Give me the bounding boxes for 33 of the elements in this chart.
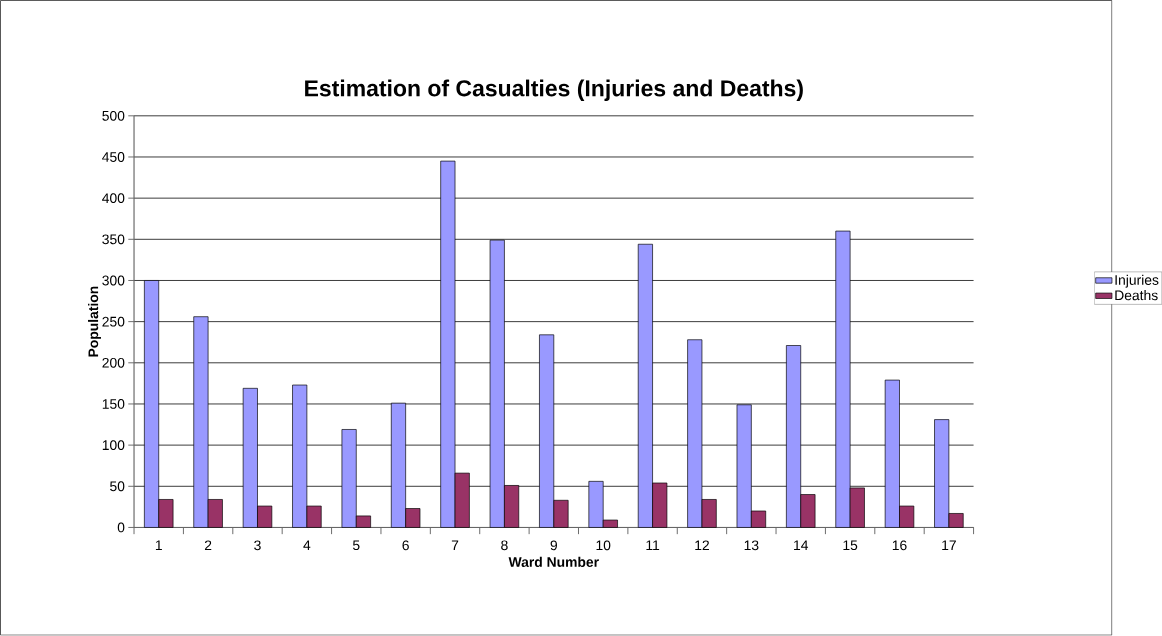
x-tick-label: 2	[204, 540, 212, 551]
x-tick-label: 7	[451, 540, 459, 551]
x-tick-label: 10	[596, 540, 611, 551]
y-tick-label: 350	[102, 234, 125, 245]
x-tick-label: 17	[942, 540, 956, 551]
x-tick-label: 14	[794, 540, 809, 551]
x-tick-label: 6	[402, 540, 409, 551]
x-tick-label: 9	[550, 540, 557, 551]
x-tick-label: 1	[155, 540, 162, 551]
x-tick-label: 5	[352, 540, 360, 551]
chart-title: Estimation of Casualties (Injuries and Deaths)	[305, 79, 803, 102]
x-tick-label: 16	[892, 540, 907, 551]
y-tick-label: 400	[102, 193, 125, 204]
legend-label: Deaths	[1115, 290, 1158, 301]
y-tick-label: 50	[110, 481, 125, 492]
x-tick-label: 12	[695, 540, 709, 551]
y-tick-label: 100	[102, 440, 125, 451]
x-axis-title: Ward Number	[508, 556, 599, 568]
y-tick-label: 250	[102, 316, 125, 327]
y-tick-label: 0	[117, 522, 125, 533]
x-tick-label: 4	[303, 540, 311, 551]
y-tick-label: 500	[102, 111, 125, 121]
x-tick-label: 3	[254, 540, 261, 551]
legend-label: Injuries	[1115, 274, 1159, 288]
y-axis-title: Population	[88, 286, 101, 357]
y-tick-label: 200	[102, 358, 125, 368]
y-tick-label: 150	[102, 399, 125, 410]
x-tick-label: 15	[843, 540, 858, 551]
x-tick-label: 13	[744, 540, 759, 551]
x-tick-label: 11	[646, 540, 660, 551]
x-tick-label: 8	[501, 540, 508, 551]
y-tick-label: 450	[102, 152, 125, 163]
y-tick-label: 300	[102, 275, 125, 286]
